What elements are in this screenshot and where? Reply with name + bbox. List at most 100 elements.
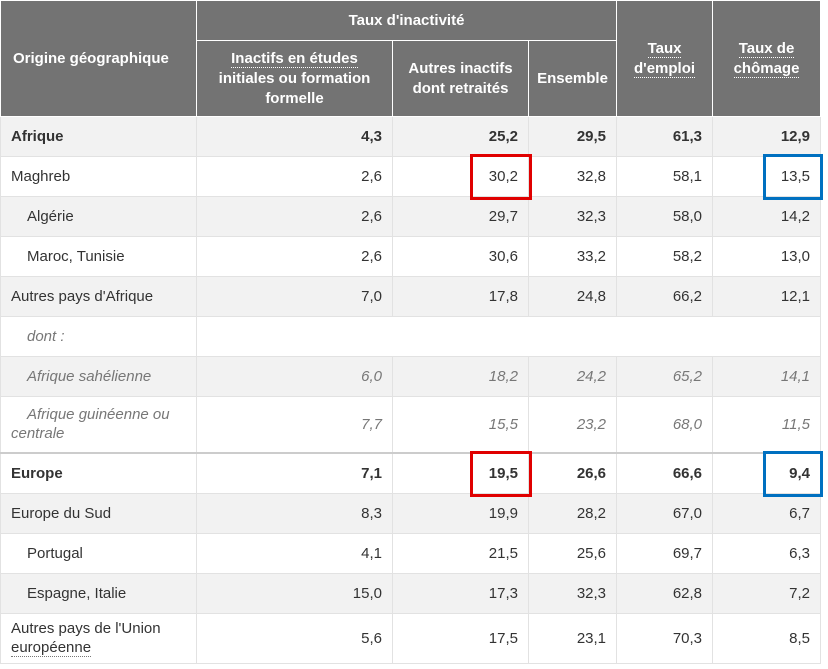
cell-unemployment: 7,2	[712, 572, 822, 614]
cell-unemployment: 8,5	[712, 612, 822, 664]
cell-students: 7,7	[196, 396, 393, 453]
cell-unemployment: 12,9	[712, 116, 822, 157]
cell-students: 2,6	[196, 156, 393, 197]
cell-unemployment: 14,2	[712, 196, 822, 237]
header-unemployment-line1: Taux de	[738, 39, 795, 58]
table-row-sahelienne: Afrique sahélienne 6,0 18,2 24,2 65,2 14…	[0, 356, 822, 397]
row-label: Europe du Sud	[0, 492, 197, 534]
cell-other-inactive: 17,8	[392, 276, 529, 317]
cell-students: 7,1	[196, 451, 393, 494]
cell-ensemble: 24,2	[527, 356, 618, 397]
row-label: Europe	[0, 451, 197, 494]
cell-other-inactive: 29,7	[392, 196, 529, 237]
header-group-inactivity: Taux d'inactivité	[195, 0, 618, 41]
table-row-europe-sud: Europe du Sud 8,3 19,9 28,2 67,0 6,7	[0, 492, 822, 534]
cell-students: 2,6	[196, 236, 393, 277]
table-row-afrique: Afrique 4,3 25,2 29,5 61,3 12,9	[0, 116, 822, 157]
row-label: Maroc, Tunisie	[0, 236, 197, 277]
cell-employment: 68,0	[616, 396, 714, 453]
cell-other-inactive: 30,2	[392, 156, 529, 197]
table-row-maroc-tunisie: Maroc, Tunisie 2,6 30,6 33,2 58,2 13,0	[0, 236, 822, 277]
cell-unemployment: 6,3	[712, 532, 822, 574]
header-employment-line1: Taux	[647, 39, 682, 58]
cell-other-inactive: 19,9	[392, 492, 529, 534]
cell-other-inactive: 15,5	[392, 396, 529, 453]
cell-employment: 66,2	[616, 276, 714, 317]
header-other-line2: dont retraités	[412, 79, 509, 97]
cell-employment: 58,1	[616, 156, 714, 197]
header-students-line1: Inactifs en études	[231, 49, 358, 68]
table-row-espagne-italie: Espagne, Italie 15,0 17,3 32,3 62,8 7,2	[0, 572, 822, 614]
table-row-portugal: Portugal 4,1 21,5 25,6 69,7 6,3	[0, 532, 822, 574]
cell-students: 4,3	[196, 116, 393, 157]
cell-ensemble: 32,3	[527, 572, 618, 614]
row-label-line2: centrale	[11, 425, 65, 443]
table-row-autres-ue: Autres pays de l'Union européenne 5,6 17,…	[0, 612, 822, 664]
cell-ensemble: 24,8	[527, 276, 618, 317]
cell-students: 8,3	[196, 492, 393, 534]
row-label: Autres pays d'Afrique	[0, 276, 197, 317]
cell-ensemble: 23,2	[527, 396, 618, 453]
cell-unemployment: 12,1	[712, 276, 822, 317]
highlight-maghreb-unemployment	[763, 154, 823, 200]
empty-cells	[195, 316, 822, 357]
row-label: Algérie	[0, 196, 197, 237]
cell-unemployment: 14,1	[712, 356, 822, 397]
highlight-maghreb-other-inactive	[470, 154, 532, 200]
cell-ensemble: 33,2	[527, 236, 618, 277]
cell-other-inactive: 18,2	[392, 356, 529, 397]
row-label-line1: Afrique guinéenne ou	[27, 406, 170, 424]
cell-other-inactive: 17,3	[392, 572, 529, 614]
cell-ensemble: 26,6	[527, 451, 618, 494]
row-label-line1: Autres pays de l'Union	[11, 620, 161, 637]
header-other-inactive[interactable]: Autres inactifs dont retraités	[392, 40, 529, 117]
cell-students: 4,1	[196, 532, 393, 574]
table-row-europe: Europe 7,1 19,5 26,6 66,6 9,4	[0, 451, 822, 494]
row-label: dont :	[0, 316, 197, 357]
cell-other-inactive: 25,2	[392, 116, 529, 157]
header-origin[interactable]: Origine géographique	[0, 0, 197, 117]
cell-ensemble: 32,3	[527, 196, 618, 237]
cell-students: 5,6	[196, 612, 393, 664]
cell-unemployment: 13,0	[712, 236, 822, 277]
cell-employment: 69,7	[616, 532, 714, 574]
cell-students: 7,0	[196, 276, 393, 317]
header-students[interactable]: Inactifs en études initiales ou formatio…	[196, 40, 393, 117]
row-label: Espagne, Italie	[0, 572, 197, 614]
cell-employment: 58,2	[616, 236, 714, 277]
table-header: Origine géographique Taux d'inactivité T…	[0, 0, 822, 117]
cell-ensemble: 32,8	[527, 156, 618, 197]
cell-other-inactive: 30,6	[392, 236, 529, 277]
header-unemployment-line2: chômage	[733, 59, 800, 78]
row-label: Autres pays de l'Union européenne	[0, 612, 197, 664]
header-unemployment-rate[interactable]: Taux de chômage	[712, 0, 822, 117]
cell-employment: 65,2	[616, 356, 714, 397]
cell-ensemble: 25,6	[527, 532, 618, 574]
highlight-europe-other-inactive	[470, 451, 532, 497]
row-label: Afrique	[0, 116, 197, 157]
cell-ensemble: 28,2	[527, 492, 618, 534]
header-ensemble[interactable]: Ensemble	[527, 40, 618, 117]
table-body: Afrique 4,3 25,2 29,5 61,3 12,9 Maghreb …	[0, 116, 822, 664]
cell-other-inactive: 21,5	[392, 532, 529, 574]
row-label: Afrique guinéenne ou centrale	[0, 396, 197, 453]
cell-employment: 61,3	[616, 116, 714, 157]
cell-employment: 67,0	[616, 492, 714, 534]
cell-employment: 66,6	[616, 451, 714, 494]
header-employment-rate[interactable]: Taux d'emploi	[616, 0, 714, 117]
header-students-line3: formelle	[265, 89, 324, 107]
cell-unemployment: 13,5	[712, 156, 822, 197]
cell-unemployment: 6,7	[712, 492, 822, 534]
cell-employment: 70,3	[616, 612, 714, 664]
table-row-algerie: Algérie 2,6 29,7 32,3 58,0 14,2	[0, 196, 822, 237]
cell-ensemble: 23,1	[527, 612, 618, 664]
table-row-autres-afrique: Autres pays d'Afrique 7,0 17,8 24,8 66,2…	[0, 276, 822, 317]
cell-unemployment: 11,5	[712, 396, 822, 453]
row-label: Maghreb	[0, 156, 197, 197]
cell-employment: 62,8	[616, 572, 714, 614]
header-other-line1: Autres inactifs	[408, 59, 513, 77]
cell-ensemble: 29,5	[527, 116, 618, 157]
table-row-guineenne: Afrique guinéenne ou centrale 7,7 15,5 23…	[0, 396, 822, 453]
